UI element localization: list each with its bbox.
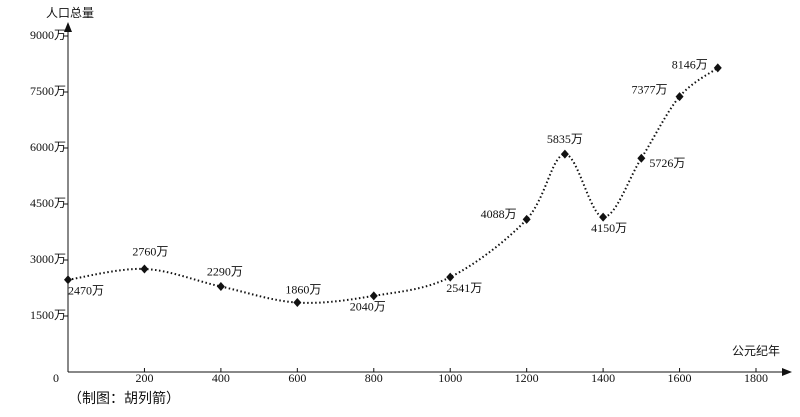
data-label: 5726万 [649, 156, 685, 170]
x-tick-label: 200 [135, 371, 153, 385]
y-axis-arrow [64, 22, 72, 32]
x-tick-label: 1400 [591, 371, 615, 385]
x-tick-label: 1000 [438, 371, 462, 385]
data-label: 5835万 [547, 132, 583, 146]
x-tick-label: 1600 [668, 371, 692, 385]
data-label: 2541万 [446, 281, 482, 295]
data-label: 4150万 [591, 221, 627, 235]
x-tick-label: 1200 [515, 371, 539, 385]
data-label: 4088万 [481, 207, 517, 221]
marker [637, 153, 646, 163]
marker [369, 291, 378, 301]
y-tick-label: 1500万 [30, 308, 66, 322]
marker [446, 272, 455, 282]
marker [713, 63, 722, 73]
data-label: 2760万 [132, 245, 168, 259]
data-label: 2290万 [207, 264, 243, 278]
marker [140, 264, 149, 274]
y-tick-label: 3000万 [30, 252, 66, 266]
x-axis-arrow [782, 368, 792, 376]
x-tick-label: 0 [53, 371, 59, 385]
marker [522, 214, 531, 224]
x-tick-label: 600 [288, 371, 306, 385]
data-label: 7377万 [632, 82, 668, 96]
marker [216, 282, 225, 292]
data-label: 8146万 [672, 58, 708, 72]
y-axis-title: 人口总量 [46, 6, 94, 20]
marker [560, 149, 569, 159]
data-label: 2040万 [350, 300, 386, 314]
x-tick-label: 1800 [744, 371, 768, 385]
y-tick-label: 7500万 [30, 84, 66, 98]
marker [64, 275, 72, 285]
line [67, 67, 719, 304]
data-label: 2470万 [68, 284, 104, 298]
x-axis-title: 公元纪年 [732, 344, 780, 358]
y-tick-label: 9000万 [30, 28, 66, 42]
y-tick-label: 6000万 [30, 140, 66, 154]
y-tick-label: 4500万 [30, 196, 66, 210]
marker [293, 298, 302, 308]
x-tick-label: 800 [365, 371, 383, 385]
data-label: 1860万 [285, 282, 321, 296]
caption: （制图：胡列箭） [68, 390, 180, 407]
marker [675, 92, 684, 102]
x-tick-label: 400 [212, 371, 230, 385]
marker [599, 212, 608, 222]
